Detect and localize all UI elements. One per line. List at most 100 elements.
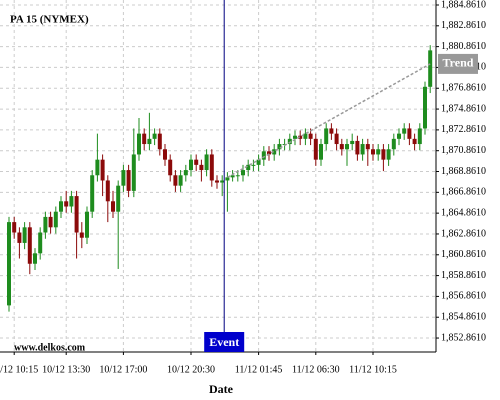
candle-body xyxy=(105,180,110,202)
candle-body xyxy=(12,222,17,233)
trend-label-box xyxy=(438,53,478,74)
candle-body xyxy=(90,175,95,212)
candle-body xyxy=(209,154,214,181)
candle-body xyxy=(334,133,339,145)
candle-body xyxy=(215,180,219,183)
candle-body xyxy=(189,159,193,171)
candle-body xyxy=(397,133,401,139)
y-tick-label: 1,866.8610 xyxy=(441,187,486,198)
candle-body xyxy=(230,175,235,178)
y-tick-label: 1,872.8610 xyxy=(441,124,486,135)
x-axis-title: Date xyxy=(209,382,234,396)
candle-body xyxy=(272,149,277,155)
candle-body xyxy=(261,151,266,160)
candle-body xyxy=(371,149,375,155)
candle-body xyxy=(417,128,422,145)
y-tick-label: 1,868.8610 xyxy=(441,166,486,177)
candle-body xyxy=(22,227,27,243)
candle-body xyxy=(329,128,334,134)
event-label: Event xyxy=(209,335,239,349)
candle-body xyxy=(204,154,209,171)
candle-body xyxy=(178,175,183,186)
candle-body xyxy=(313,138,318,160)
candle-body xyxy=(402,128,407,134)
candle-body xyxy=(308,133,313,139)
candle-body xyxy=(111,201,115,212)
candle-body xyxy=(407,128,412,139)
candle-body xyxy=(48,216,53,228)
candle-body xyxy=(287,138,292,145)
candle-body xyxy=(64,201,69,207)
candle-body xyxy=(126,170,131,191)
y-tick-label: 1,856.8610 xyxy=(441,291,486,302)
y-tick-label: 1,874.8610 xyxy=(441,103,486,114)
candles xyxy=(7,45,433,312)
candle-body xyxy=(381,149,386,160)
y-tick-label: 1,870.8610 xyxy=(441,145,486,156)
candle-body xyxy=(95,159,100,176)
candle-body xyxy=(142,133,147,145)
candle-body xyxy=(69,196,74,207)
candle-body xyxy=(277,144,282,150)
candle-body xyxy=(324,128,329,145)
candle-body xyxy=(27,227,32,264)
candle-body xyxy=(116,185,121,212)
y-tick-label: 1,884.8610 xyxy=(441,0,486,10)
candle-body xyxy=(173,175,178,186)
candle-body xyxy=(220,180,225,183)
x-tick-label: 10/12 13:30 xyxy=(42,364,90,375)
grid xyxy=(0,0,436,352)
candle-body xyxy=(225,177,230,181)
candle-body xyxy=(298,135,303,139)
candle-body xyxy=(163,149,167,160)
x-tick-label: 10/12 20:30 xyxy=(167,364,215,375)
candle-body xyxy=(235,175,240,177)
candle-body xyxy=(365,144,370,150)
candle-body xyxy=(376,149,381,155)
candle-body xyxy=(293,135,297,139)
y-tick-label: 1,860.8610 xyxy=(441,249,486,260)
candle-body xyxy=(53,211,58,228)
trend-line xyxy=(227,63,431,179)
y-tick-label: 1,854.8610 xyxy=(441,312,486,323)
candle-body xyxy=(79,232,84,238)
candle-body xyxy=(246,164,251,171)
candle-body xyxy=(339,144,344,150)
candle-body xyxy=(350,140,355,145)
candle-body xyxy=(241,170,245,176)
y-tick-label: 1,880.8610 xyxy=(441,41,486,52)
candle-body xyxy=(267,151,271,155)
candle-body xyxy=(121,170,126,186)
source: www.delkos.com xyxy=(14,342,86,353)
candle-body xyxy=(168,159,173,176)
candle-body xyxy=(17,232,22,243)
candle-body xyxy=(100,159,105,181)
candle-body xyxy=(386,149,391,160)
y-tick-label: 1,858.8610 xyxy=(441,270,486,281)
candle-body xyxy=(360,144,365,155)
candle-body xyxy=(59,201,63,212)
trend-label: Trend xyxy=(443,56,474,70)
chart-title: PA 15 (NYMEX) xyxy=(10,14,89,26)
y-tick-label: 1,852.8610 xyxy=(441,332,486,343)
candle-body xyxy=(152,133,157,139)
candle-body xyxy=(303,133,308,139)
candle-body xyxy=(412,138,417,145)
candle-body xyxy=(157,133,162,150)
candle-body xyxy=(137,133,141,155)
candle-body xyxy=(199,164,204,171)
candle-body xyxy=(423,86,427,129)
candle-body xyxy=(391,138,396,150)
x-tick-label: 11/12 06:30 xyxy=(292,364,340,375)
candle-body xyxy=(256,159,261,165)
candle-body xyxy=(85,211,89,238)
x-tick-label: 10/12 17:00 xyxy=(99,364,147,375)
candle-body xyxy=(345,144,349,150)
y-tick-label: 1,882.8610 xyxy=(441,20,486,31)
candle-body xyxy=(147,138,152,145)
candle-body xyxy=(38,232,43,254)
x-tick-label: 11/12 01:45 xyxy=(235,364,283,375)
candle-body xyxy=(183,170,188,176)
